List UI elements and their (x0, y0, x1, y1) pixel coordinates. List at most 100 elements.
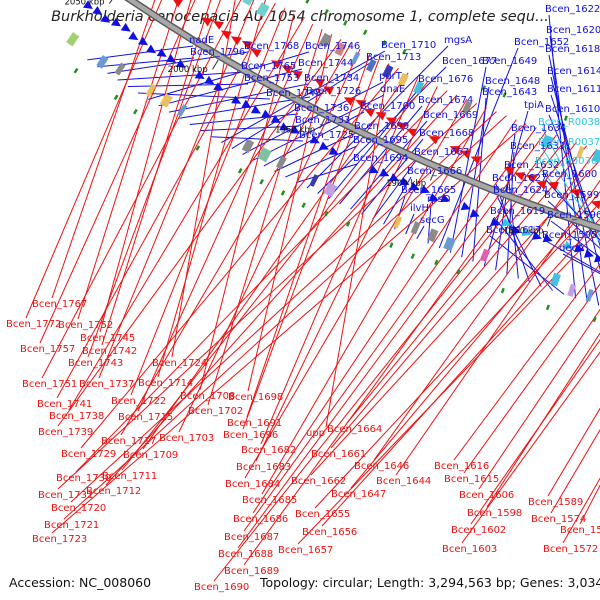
annotation-block (540, 134, 554, 149)
reverse-gene-arrow (396, 122, 408, 132)
reverse-leader-line (213, 138, 567, 582)
forward-gene-arrow (231, 95, 242, 104)
forward-gene-arrow (309, 135, 320, 144)
gc-dot (434, 259, 439, 266)
forward-gene-arrow (490, 217, 500, 226)
forward-leader-line (127, 83, 249, 87)
forward-gene-arrow (279, 122, 290, 131)
gc-dot (346, 221, 351, 227)
reverse-gene-arrow (271, 60, 282, 69)
reverse-gene-label: Bcen_1745 (80, 333, 135, 344)
forward-gene-arrow (510, 225, 521, 234)
reverse-gene-label: Bcen_1757 (20, 344, 75, 355)
forward-gene-arrow (128, 31, 139, 41)
gc-dot (305, 0, 310, 4)
gc-dot (195, 145, 201, 151)
reverse-leader-line (247, 34, 333, 392)
forward-leader-line (317, 66, 447, 194)
forward-gene-label: Bcen_1765 (241, 61, 296, 72)
annotation-block (96, 55, 109, 69)
annotation-block (427, 228, 439, 243)
reverse-gene-label: Bcen_1655 (295, 509, 350, 520)
reverse-gene-label: Bcen_1644 (376, 476, 431, 487)
forward-leader-line (295, 163, 358, 184)
reverse-gene-label: Bcen_1606 (459, 490, 514, 501)
reverse-leader-line (80, 67, 399, 449)
forward-gene-label: Bcen_1748 (266, 88, 321, 99)
annotation-block (576, 145, 585, 159)
forward-gene-label: Bcen_1610 (545, 104, 600, 115)
reverse-gene-label: Bcen_1690 (194, 582, 249, 593)
reverse-leader-line (453, 262, 600, 461)
forward-gene-label: Bcen_1643 (482, 87, 537, 98)
reverse-leader-line (547, 407, 600, 497)
forward-gene-arrow (204, 75, 215, 85)
reverse-gene-label: Bcen_1662 (291, 476, 346, 487)
reverse-gene-label: Bcen_1682 (241, 445, 296, 456)
tick-mark (319, 118, 326, 129)
forward-gene-label: Bcen_1744 (298, 58, 353, 69)
forward-leader-line (483, 110, 529, 267)
reverse-gene-arrow (503, 167, 515, 176)
annotation-block (159, 93, 173, 108)
annotation-block (410, 221, 421, 235)
forward-gene-label: Bcen_1600 (542, 169, 597, 180)
reverse-leader-line (550, 428, 600, 514)
forward-leader-line (168, 83, 309, 113)
reverse-gene-label: Bcen_1657 (278, 545, 333, 556)
annotation-block (309, 174, 319, 187)
reverse-gene-arrow (428, 136, 440, 145)
reverse-gene-label: Bcen_1709 (123, 450, 178, 461)
reverse-gene-label: Bcen_1567 (560, 525, 600, 536)
reverse-gene-label: Bcen_1615 (444, 474, 499, 485)
reverse-gene-arrow (470, 156, 482, 165)
forward-leader-line (538, 166, 600, 243)
reverse-gene-arrow (406, 128, 418, 138)
reverse-leader-line (486, 332, 600, 508)
reverse-leader-line (130, 8, 286, 396)
forward-gene-arrow (460, 201, 471, 211)
forward-gene-arrow (111, 17, 121, 27)
reverse-gene-label: Bcen_1724 (152, 358, 207, 369)
annotation-block (257, 147, 272, 163)
reverse-gene-arrow (449, 146, 461, 155)
forward-leader-line (549, 35, 588, 302)
reverse-leader-line (310, 159, 600, 476)
gc-dot (592, 316, 597, 323)
forward-gene-label: Bcen_1667 (414, 147, 469, 158)
reverse-gene-label: Bcen_1741 (37, 399, 92, 410)
gc-dot (500, 287, 505, 294)
reverse-gene-label: Bcen_1698 (228, 392, 283, 403)
reverse-gene-arrow (343, 97, 355, 106)
forward-gene-arrow (542, 233, 553, 243)
reverse-gene-arrow (213, 20, 224, 30)
forward-gene-arrow (389, 173, 400, 182)
forward-gene-label: Bcen_1614 (547, 66, 600, 77)
forward-gene-label: Bcen_1674 (418, 95, 473, 106)
forward-leader-line (550, 76, 600, 271)
forward-gene-arrow (399, 177, 410, 186)
reverse-gene-label: Bcen_1731 (38, 490, 93, 501)
reverse-leader-line (101, 0, 212, 346)
tick-mark (546, 215, 552, 227)
gc-dot (343, 20, 348, 26)
reverse-gene-label: Bcen_1598 (467, 508, 522, 519)
reverse-leader-line (25, 0, 163, 319)
reverse-gene-label: Bcen_1743 (68, 358, 123, 369)
forward-gene-label: Bcen_1617 (486, 225, 541, 236)
forward-gene-arrow (531, 231, 542, 240)
reverse-gene-label: Bcen_1723 (32, 534, 87, 545)
reverse-leader-line (75, 90, 448, 473)
forward-gene-label: Bcen_1599 (544, 190, 599, 201)
reverse-leader-line (199, 13, 295, 391)
backbone (124, 0, 600, 233)
forward-gene-label: Bcen_1796 (190, 47, 245, 58)
forward-leader-line (550, 220, 600, 259)
forward-gene-label: Bcen_1620 (546, 25, 600, 36)
reverse-gene-label: Bcen_1572 (543, 544, 598, 555)
forward-gene-label: Bcen_1733 (295, 115, 350, 126)
forward-gene-arrow (194, 70, 205, 79)
gc-dot (545, 304, 550, 311)
reverse-gene-label: Bcen_1729 (61, 449, 116, 460)
